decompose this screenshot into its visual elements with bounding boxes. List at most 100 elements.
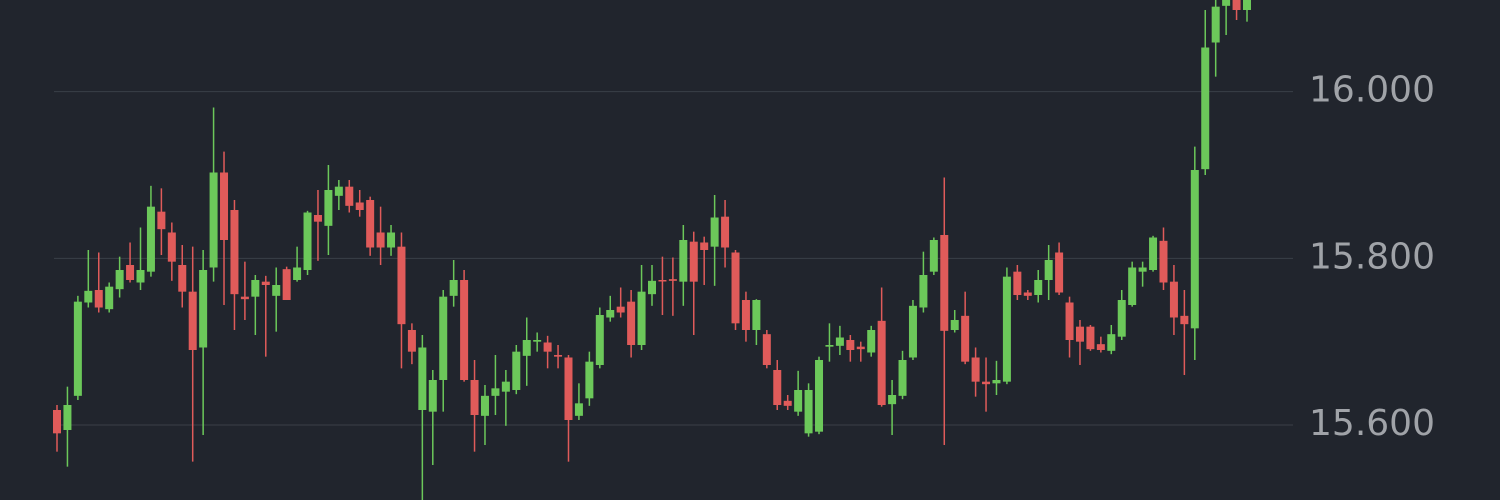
candle-body (679, 240, 688, 282)
candle-body (595, 315, 604, 365)
candle-body (1211, 6, 1220, 43)
candle-body (543, 342, 552, 352)
candle-body (1107, 334, 1116, 351)
candle-body (940, 235, 949, 331)
candle-body (376, 232, 385, 248)
candle-body (971, 357, 980, 382)
candle-body (63, 405, 72, 430)
candle-body (627, 301, 636, 345)
candle-body (637, 291, 646, 345)
candle-body (115, 270, 124, 290)
candle-body (1044, 260, 1053, 280)
candle-body (1149, 237, 1158, 270)
candle-body (136, 270, 145, 283)
candle-body (345, 186, 354, 206)
candle-body (1096, 344, 1105, 350)
candle-body (867, 330, 876, 353)
candle-body (230, 210, 239, 295)
candle-body (731, 252, 740, 324)
candle-body (700, 242, 709, 250)
candle-body (574, 403, 583, 416)
candle-body (564, 357, 573, 420)
candle-body (418, 347, 427, 410)
candle-body (470, 380, 479, 415)
candle-body (73, 301, 82, 396)
candle-body (689, 241, 698, 282)
candle-body (982, 381, 991, 385)
candle-body (1075, 326, 1084, 342)
y-tick-label: 15.600 (1309, 403, 1435, 444)
candle-body (1055, 252, 1064, 293)
candle-body (94, 290, 103, 308)
candle-body (950, 320, 959, 330)
candle-body (721, 216, 730, 248)
candle-body (992, 380, 1001, 384)
candle-body (313, 215, 322, 222)
candle-body (648, 280, 656, 295)
candle-body (324, 190, 333, 226)
candle-body (533, 340, 542, 342)
candle-body (898, 360, 907, 396)
candle-body (783, 400, 792, 406)
candle-body (220, 172, 229, 240)
candle-body (1190, 170, 1199, 329)
candle-body (522, 340, 531, 356)
candle-body (888, 395, 897, 405)
candle-body (825, 345, 834, 347)
candle-body (1117, 300, 1126, 337)
candle-body (251, 280, 260, 297)
candle-body (961, 315, 970, 362)
y-tick-label: 15.800 (1309, 236, 1435, 277)
candle-body (554, 355, 563, 357)
candle-body (585, 361, 594, 399)
candle-body (282, 269, 291, 300)
candle-body (105, 286, 114, 310)
candle-body (387, 232, 396, 248)
candle-body (856, 346, 865, 350)
candle-body (1013, 271, 1022, 295)
candle-body (741, 300, 750, 330)
candle-body (606, 310, 615, 318)
candle-body (794, 390, 803, 412)
y-tick-label: 16.000 (1309, 70, 1435, 111)
candle-body (178, 265, 187, 292)
candle-body (157, 211, 166, 230)
candle-body (303, 212, 312, 270)
candle-body (1232, 0, 1241, 10)
candle-body (919, 275, 928, 308)
candle-body (1201, 47, 1210, 170)
candle-body (815, 360, 824, 432)
candle-body (804, 390, 813, 434)
candle-body (908, 305, 917, 358)
candle-body (84, 290, 93, 303)
candle-body (1243, 0, 1251, 10)
candle-body (480, 395, 489, 416)
candle-body (126, 265, 135, 280)
candle-body (366, 200, 375, 248)
candle-body (616, 306, 625, 313)
candle-body (929, 240, 938, 272)
candle-body (355, 202, 364, 210)
candle-body (407, 330, 416, 352)
candle-body (460, 280, 469, 380)
candle-body (397, 246, 406, 325)
candle-body (668, 279, 677, 281)
candle-body (146, 206, 155, 272)
candle-body (334, 186, 343, 196)
candle-body (846, 340, 855, 350)
candle-body (1065, 302, 1074, 340)
candle-body (188, 291, 197, 350)
candle-body (199, 270, 208, 348)
candle-body (1023, 292, 1032, 296)
candle-body (835, 337, 844, 346)
candle-body (1180, 315, 1189, 325)
candle-body (501, 381, 510, 392)
candle-body (1159, 240, 1168, 283)
candle-body (762, 334, 771, 365)
candle-body (1169, 281, 1178, 318)
candle-body (710, 217, 719, 247)
candle-body (491, 388, 500, 396)
